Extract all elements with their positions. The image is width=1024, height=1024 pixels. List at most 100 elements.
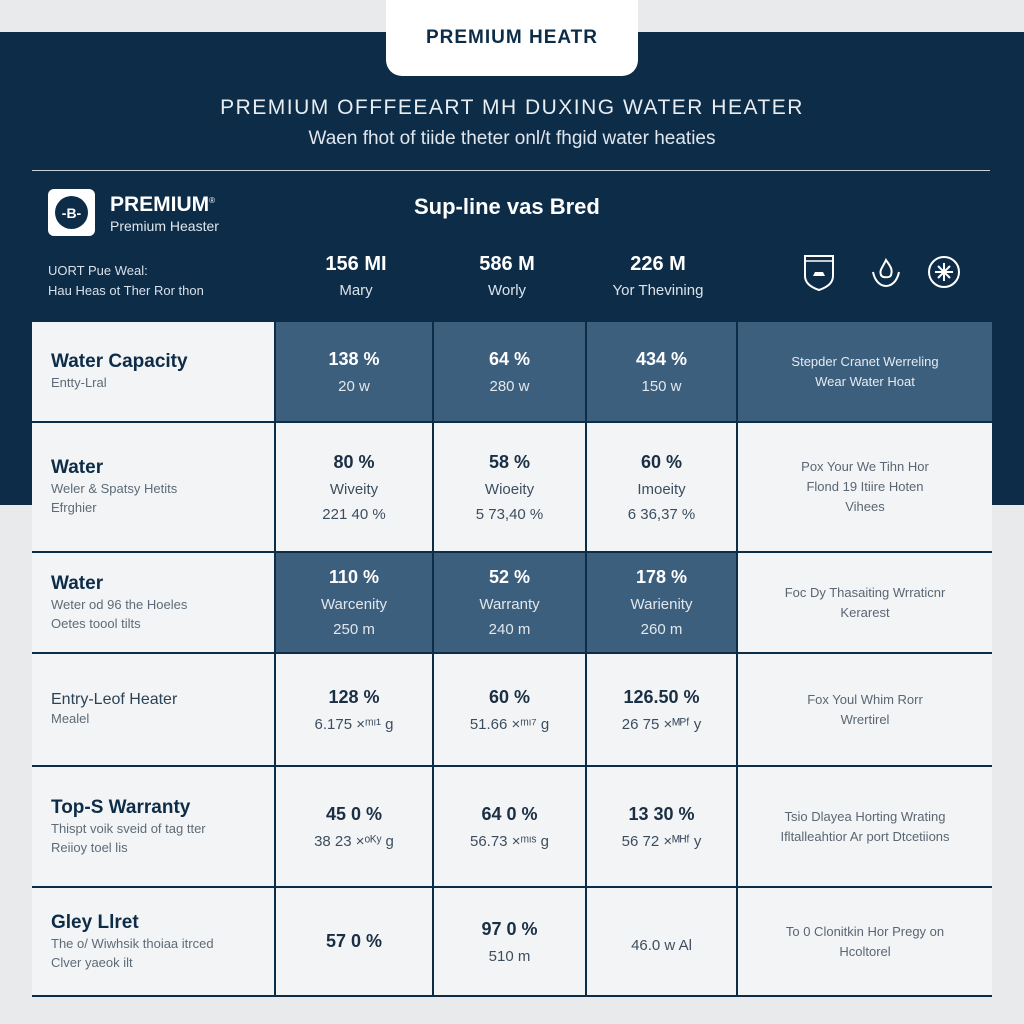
cell-detail: 260 m bbox=[640, 621, 683, 638]
cell-value: 13 30 % bbox=[628, 803, 695, 824]
value-cell: 80 % Wiveity 221 40 % bbox=[274, 421, 434, 553]
note-cell: To 0 Clonitkin Hor Pregy on Hcoltorel bbox=[736, 886, 992, 997]
value-cell: 52 % Warranty 240 m bbox=[432, 551, 587, 654]
stat-2: 586 M Worly bbox=[437, 253, 577, 299]
row-title: Water bbox=[51, 457, 104, 478]
cell-value: 178 % bbox=[635, 567, 688, 587]
cell-note: Pox Your We Tihn Hor bbox=[801, 459, 929, 474]
row-subtitle: Reiioy toel lis bbox=[51, 839, 128, 855]
row-subtitle: The o/ Wiwhsik thoiaa itrced bbox=[51, 935, 214, 951]
cell-note: Fox Youl Whim Rorr bbox=[807, 691, 923, 707]
stat-value: 226 M bbox=[630, 253, 686, 275]
note-cell: Tsio Dlayea Horting Wrating Ifltalleahtio… bbox=[736, 765, 992, 888]
row-title: Water Capacity bbox=[51, 351, 188, 372]
note-cell: Pox Your We Tihn Hor Flond 19 Itiire Hote… bbox=[736, 421, 992, 553]
page-subtitle: Waen fhot of tiide theter onl/t fhgid wa… bbox=[308, 128, 716, 149]
value-cell: 45 0 % 38 23 ×ᵒᴷʸ g bbox=[274, 765, 434, 888]
cell-detail: 6.175 ×ᵐᶦ¹ g bbox=[314, 715, 394, 733]
stat-1: 156 MI Mary bbox=[286, 253, 426, 299]
stat-label: Worly bbox=[487, 282, 527, 299]
cell-detail: 56 72 ×ᴹᴴᶠ y bbox=[621, 832, 702, 850]
cell-detail: 51.66 ×ᵐᶦ⁷ g bbox=[469, 715, 550, 733]
cell-detail: 20 w bbox=[338, 377, 370, 395]
cell-detail: 280 w bbox=[489, 377, 530, 395]
cell-note: Kerarest bbox=[840, 604, 890, 620]
logo-glyph: -B- bbox=[55, 196, 88, 229]
cell-note: Foc Dy Thasaiting Wrraticnr bbox=[784, 584, 946, 600]
cell-value: 57 0 % bbox=[325, 931, 383, 951]
cell-detail: 46.0 w Al bbox=[631, 937, 692, 954]
row-header: Gley Llret The o/ Wiwhsik thoiaa itrced Cl… bbox=[32, 886, 276, 997]
table-row: Entry-Leof Heater Mealel 128 % 6.175 ×ᵐᶦ¹ g… bbox=[32, 652, 992, 767]
brand-name: PREMIUM® bbox=[110, 193, 216, 216]
cell-detail: 510 m bbox=[488, 947, 531, 965]
table-row: Water Weler & Spatsy Hetits Efrghier 80 % Wi… bbox=[32, 421, 992, 553]
cell-note: To 0 Clonitkin Hor Pregy on bbox=[785, 923, 945, 939]
flame-icon bbox=[868, 252, 904, 292]
value-cell: 64 0 % 56.73 ×ᵐᶦˢ g bbox=[432, 765, 587, 888]
table-row: Gley Llret The o/ Wiwhsik thoiaa itrced Cl… bbox=[32, 886, 992, 997]
row-subtitle: Oetes toool tilts bbox=[51, 615, 141, 631]
shield-heater-icon bbox=[801, 252, 837, 292]
page-title: PREMIUM OFFFEEART MH DUXING WATER HEATER bbox=[220, 96, 804, 119]
cell-note: Tsio Dlayea Horting Wrating bbox=[784, 808, 946, 824]
row-subtitle: Thispt voik sveid of tag tter bbox=[51, 820, 206, 836]
row-title: Top-S Warranty bbox=[51, 796, 191, 818]
cell-value: 138 % bbox=[328, 348, 380, 369]
row-title: Gley Llret bbox=[51, 911, 139, 933]
cell-detail: Wioeity bbox=[484, 480, 535, 498]
header-tab[interactable]: PREMIUM HEATR bbox=[386, 0, 638, 76]
cell-note: Flond 19 Itiire Hoten bbox=[806, 479, 924, 494]
row-subtitle: Entty-Lral bbox=[51, 375, 107, 390]
value-cell: 126.50 % 26 75 ×ᴹᴾᶠ y bbox=[585, 652, 738, 767]
row-header: Entry-Leof Heater Mealel bbox=[32, 652, 276, 767]
value-cell: 60 % 51.66 ×ᵐᶦ⁷ g bbox=[432, 652, 587, 767]
cell-note: Stepder Cranet Werreling bbox=[791, 353, 939, 369]
cell-value: 80 % bbox=[333, 451, 375, 472]
tagline: Sup-line vas Bred bbox=[414, 194, 600, 219]
stat-label: Mary bbox=[339, 282, 373, 299]
cell-note: Wrertirel bbox=[840, 711, 890, 727]
note-cell: Stepder Cranet Werreling Wear Water Hoat bbox=[736, 320, 992, 423]
cell-detail: 38 23 ×ᵒᴷʸ g bbox=[314, 832, 394, 850]
row-header: Water Weler & Spatsy Hetits Efrghier bbox=[32, 421, 276, 553]
cell-value: 126.50 % bbox=[623, 686, 700, 707]
cell-value: 58 % bbox=[488, 451, 531, 472]
cell-detail: 240 m bbox=[488, 621, 531, 638]
cell-detail: Imoeity bbox=[637, 480, 686, 498]
comparison-table: Water Capacity Entty-Lral 138 % 20 w 64 % 280… bbox=[32, 320, 992, 997]
cell-value: 110 % bbox=[328, 567, 380, 587]
value-cell: 178 % Warienity 260 m bbox=[585, 551, 738, 654]
stat-label: Yor Thevining bbox=[612, 282, 704, 299]
stat-3: 226 M Yor Thevining bbox=[588, 253, 728, 299]
row-title: Entry-Leof Heater bbox=[51, 691, 178, 708]
row-subtitle: Clver yaeok ilt bbox=[51, 954, 133, 970]
left-note-1: UORT Pue Weal: bbox=[48, 263, 148, 278]
cell-note: Vihees bbox=[845, 499, 885, 514]
table-row: Water Capacity Entty-Lral 138 % 20 w 64 % 280… bbox=[32, 320, 992, 423]
cell-detail: Warranty bbox=[479, 596, 540, 613]
brand-sub: Premium Heaster bbox=[110, 218, 219, 234]
cell-detail: Warcenity bbox=[320, 596, 388, 613]
value-cell: 60 % Imoeity 6 36,37 % bbox=[585, 421, 738, 553]
cell-detail: 56.73 ×ᵐᶦˢ g bbox=[469, 832, 550, 850]
stat-value: 156 MI bbox=[325, 253, 387, 275]
value-cell: 110 % Warcenity 250 m bbox=[274, 551, 434, 654]
note-cell: Foc Dy Thasaiting Wrraticnr Kerarest bbox=[736, 551, 992, 654]
table-row: Water Weter od 96 the Hoeles Oetes toool t… bbox=[32, 551, 992, 654]
value-cell: 46.0 w Al bbox=[585, 886, 738, 997]
cell-detail: 26 75 ×ᴹᴾᶠ y bbox=[621, 715, 702, 733]
value-cell: 64 % 280 w bbox=[432, 320, 587, 423]
stat-value: 586 M bbox=[479, 253, 535, 275]
cell-note: Wear Water Hoat bbox=[815, 373, 915, 389]
cell-note: Ifltalleahtior Ar port Dtcetiions bbox=[780, 828, 950, 844]
value-cell: 128 % 6.175 ×ᵐᶦ¹ g bbox=[274, 652, 434, 767]
brand-logo: -B- bbox=[48, 189, 95, 236]
cell-value: 64 % bbox=[488, 348, 531, 369]
value-cell: 138 % 20 w bbox=[274, 320, 434, 423]
table-row: Top-S Warranty Thispt voik sveid of tag t… bbox=[32, 765, 992, 888]
value-cell: 57 0 % bbox=[274, 886, 434, 997]
cell-note: Hcoltorel bbox=[839, 943, 891, 959]
value-cell: 434 % 150 w bbox=[585, 320, 738, 423]
cell-detail: 250 m bbox=[333, 621, 375, 638]
